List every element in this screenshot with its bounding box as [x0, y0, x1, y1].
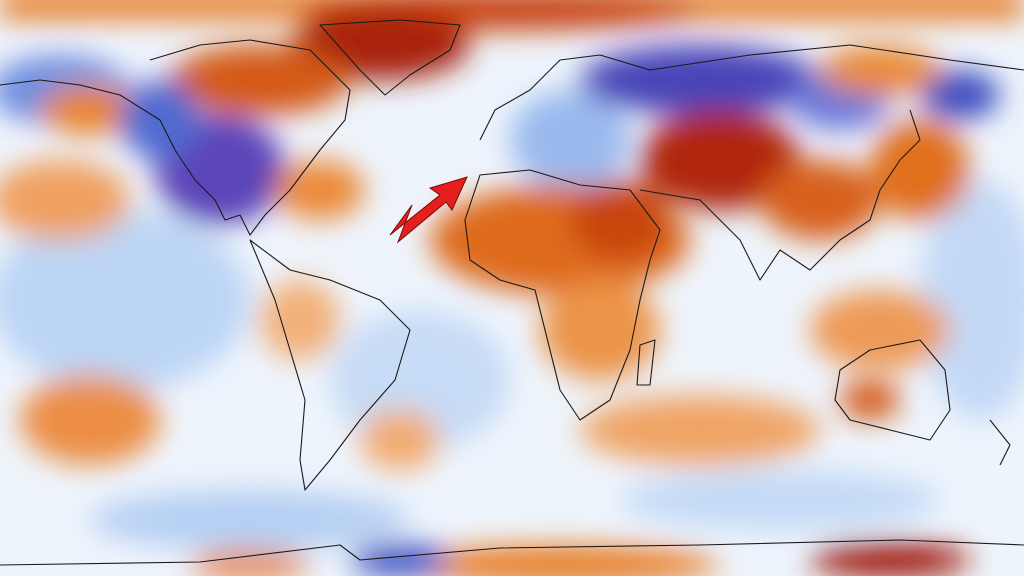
coastlines [0, 19, 1024, 566]
pointer-arrow [389, 176, 468, 244]
